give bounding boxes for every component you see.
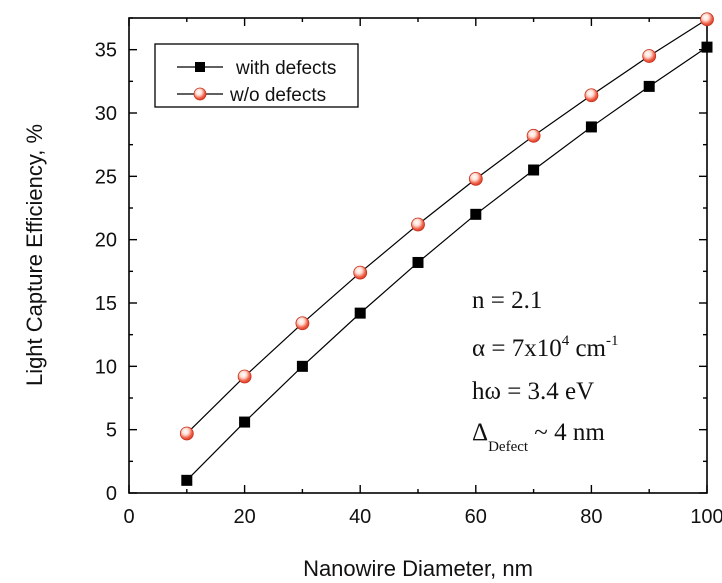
- y-tick-label: 25: [95, 166, 117, 188]
- series-line-wo-defects: [186, 18, 708, 434]
- y-tick-label: 15: [95, 293, 117, 315]
- annotation-alpha-exp: 4: [562, 333, 570, 349]
- legend-label-with-defects: with defects: [235, 58, 336, 79]
- y-tick-label: 5: [106, 420, 117, 442]
- data-point-wo-defects: [295, 316, 310, 331]
- y-axis-title: Light Capture Efficiency, %: [22, 124, 47, 386]
- data-point-with-defects: [470, 208, 482, 220]
- data-point-with-defects: [528, 164, 540, 176]
- data-point-with-defects: [643, 80, 655, 92]
- series-line-with-defects: [186, 46, 708, 481]
- x-tick-label: 100: [690, 506, 722, 528]
- data-point-wo-defects: [179, 426, 194, 441]
- annotation-alpha-unit-exp: -1: [606, 333, 619, 349]
- data-point-with-defects: [412, 256, 424, 268]
- annotation-alpha: α = 7x104 cm-1: [472, 333, 619, 362]
- data-point-with-defects: [701, 41, 713, 53]
- data-point-wo-defects: [353, 265, 368, 280]
- data-point-wo-defects: [642, 49, 657, 63]
- data-point-wo-defects: [700, 12, 714, 27]
- legend-box: [154, 43, 359, 108]
- x-tick-label: 80: [580, 506, 602, 528]
- legend-marker-wo-defects: [193, 87, 207, 101]
- x-tick-label: 60: [465, 506, 487, 528]
- y-tick-label: 30: [95, 103, 117, 125]
- data-point-with-defects: [585, 121, 597, 133]
- annotation-n: n = 2.1: [472, 287, 542, 314]
- x-tick-label: 20: [233, 506, 255, 528]
- data-point-wo-defects: [411, 217, 425, 232]
- annotation-delta: ΔDefect ~ 4 nm: [472, 419, 605, 455]
- data-point-with-defects: [181, 474, 193, 486]
- annotation-delta-sub: Defect: [488, 439, 529, 455]
- y-tick-label: 0: [106, 483, 117, 505]
- y-tick-label: 10: [95, 356, 117, 378]
- data-point-wo-defects: [237, 369, 252, 384]
- annotation-block: n = 2.1 α = 7x104 cm-1 hω = 3.4 eV ΔDefe…: [472, 287, 619, 455]
- x-tick-label: 0: [123, 506, 134, 528]
- data-point-wo-defects: [468, 171, 483, 186]
- data-point-with-defects: [296, 360, 308, 372]
- data-point-with-defects: [239, 416, 251, 428]
- annotation-homega: hω = 3.4 eV: [472, 378, 594, 405]
- data-point-wo-defects: [584, 88, 599, 103]
- y-tick-label: 35: [95, 40, 117, 62]
- legend-marker-with-defects: [195, 62, 205, 72]
- annotation-alpha-main: α = 7x10: [472, 335, 562, 362]
- data-point-with-defects: [354, 307, 366, 319]
- data-point-wo-defects: [526, 128, 541, 143]
- annotation-alpha-unit: cm: [569, 335, 606, 362]
- annotation-delta-main: Δ: [472, 419, 488, 446]
- y-tick-label: 20: [95, 230, 117, 252]
- annotation-delta-rest: ~ 4 nm: [528, 419, 605, 446]
- legend-label-wo-defects: w/o defects: [229, 85, 326, 106]
- series-layer: [179, 12, 714, 486]
- x-tick-label: 40: [349, 506, 371, 528]
- x-axis-title: Nanowire Diameter, nm: [303, 556, 533, 581]
- legend: with defects w/o defects: [154, 43, 359, 108]
